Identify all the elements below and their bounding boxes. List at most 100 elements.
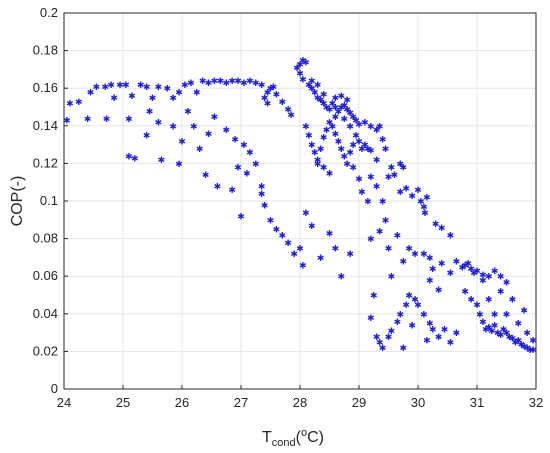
data-point: ✱ (447, 231, 455, 241)
data-point: ✱ (509, 335, 517, 345)
data-point: ✱ (414, 186, 422, 196)
data-point: ✱ (523, 329, 531, 339)
data-point: ✱ (364, 145, 372, 155)
data-point: ✱ (447, 339, 455, 349)
data-point: ✱ (122, 81, 130, 91)
data-point: ✱ (473, 301, 481, 311)
data-point: ✱ (453, 329, 461, 339)
data-point: ✱ (335, 107, 343, 117)
data-point: ✱ (373, 182, 381, 192)
data-point: ✱ (417, 198, 425, 208)
data-point: ✱ (211, 113, 219, 123)
y-tick-label: 0.18 (33, 43, 58, 58)
data-point: ✱ (290, 250, 298, 260)
data-point: ✱ (234, 164, 242, 174)
data-point: ✱ (146, 107, 154, 117)
data-point: ✱ (131, 154, 139, 164)
data-point: ✱ (128, 92, 136, 102)
data-point: ✱ (264, 100, 272, 110)
data-point: ✱ (517, 340, 525, 350)
data-point: ✱ (526, 346, 534, 356)
data-point: ✱ (479, 271, 487, 281)
data-point: ✱ (323, 126, 331, 136)
data-point: ✱ (355, 175, 363, 185)
data-point: ✱ (267, 85, 275, 95)
data-point: ✱ (93, 83, 101, 93)
data-point: ✱ (343, 105, 351, 115)
data-point: ✱ (116, 81, 124, 91)
data-point: ✱ (373, 156, 381, 166)
data-point: ✱ (217, 77, 225, 87)
data-point: ✱ (373, 333, 381, 343)
data-point: ✱ (388, 164, 396, 174)
data-point: ✱ (358, 145, 366, 155)
data-point: ✱ (320, 90, 328, 100)
data-point: ✱ (246, 77, 254, 87)
data-point: ✱ (75, 98, 83, 108)
data-point: ✱ (314, 156, 322, 166)
data-point: ✱ (246, 149, 254, 159)
x-tick-label: 26 (175, 395, 189, 410)
data-point: ✱ (308, 141, 316, 151)
data-point: ✱ (479, 318, 487, 328)
data-point: ✱ (361, 119, 369, 129)
data-point: ✱ (314, 160, 322, 170)
data-point: ✱ (364, 198, 372, 208)
data-point: ✱ (326, 169, 334, 179)
data-point: ✱ (370, 292, 378, 302)
data-point: ✱ (376, 122, 384, 132)
data-point: ✱ (441, 325, 449, 335)
data-point: ✱ (420, 250, 428, 260)
data-point: ✱ (349, 113, 357, 123)
data-point: ✱ (252, 79, 260, 89)
data-point: ✱ (243, 169, 251, 179)
data-point: ✱ (426, 254, 434, 264)
data-point: ✱ (485, 295, 493, 305)
data-point: ✱ (237, 213, 245, 223)
data-point: ✱ (506, 333, 514, 343)
data-point: ✱ (326, 119, 334, 129)
data-point: ✱ (261, 94, 269, 104)
data-point: ✱ (379, 198, 387, 208)
data-point: ✱ (205, 79, 213, 89)
data-point: ✱ (193, 88, 201, 98)
data-point: ✱ (258, 190, 266, 200)
data-point: ✱ (287, 111, 295, 121)
y-tick-label: 0.02 (33, 343, 58, 358)
data-point: ✱ (66, 100, 74, 110)
data-point: ✱ (211, 77, 219, 87)
data-point: ✱ (349, 141, 357, 151)
data-point: ✱ (102, 83, 110, 93)
data-point: ✱ (332, 245, 340, 255)
y-tick-label: 0.04 (33, 306, 58, 321)
data-point: ✱ (340, 115, 348, 125)
x-tick-label: 25 (116, 395, 130, 410)
data-point: ✱ (308, 85, 316, 95)
data-point: ✱ (421, 209, 429, 219)
data-point: ✱ (408, 192, 416, 202)
data-point: ✱ (311, 149, 319, 159)
data-point: ✱ (352, 132, 360, 142)
data-point: ✱ (367, 235, 375, 245)
data-point: ✱ (184, 107, 192, 117)
data-point: ✱ (358, 188, 366, 198)
data-point: ✱ (308, 77, 316, 87)
x-axis-label: Tcond(oC) (262, 427, 324, 449)
data-point: ✱ (284, 105, 292, 115)
data-point: ✱ (284, 239, 292, 249)
data-point: ✱ (361, 141, 369, 151)
data-point: ✱ (397, 310, 405, 320)
data-point: ✱ (405, 245, 413, 255)
data-point: ✱ (252, 160, 260, 170)
data-point: ✱ (320, 164, 328, 174)
y-tick-label: 0.06 (33, 268, 58, 283)
data-point: ✱ (399, 258, 407, 268)
data-point: ✱ (405, 292, 413, 302)
x-axis-label-unit: C) (307, 429, 324, 446)
data-point: ✱ (234, 77, 242, 87)
data-point: ✱ (125, 152, 133, 162)
data-point: ✱ (379, 344, 387, 354)
data-point: ✱ (388, 327, 396, 337)
data-point: ✱ (376, 228, 384, 238)
data-point: ✱ (329, 100, 337, 110)
